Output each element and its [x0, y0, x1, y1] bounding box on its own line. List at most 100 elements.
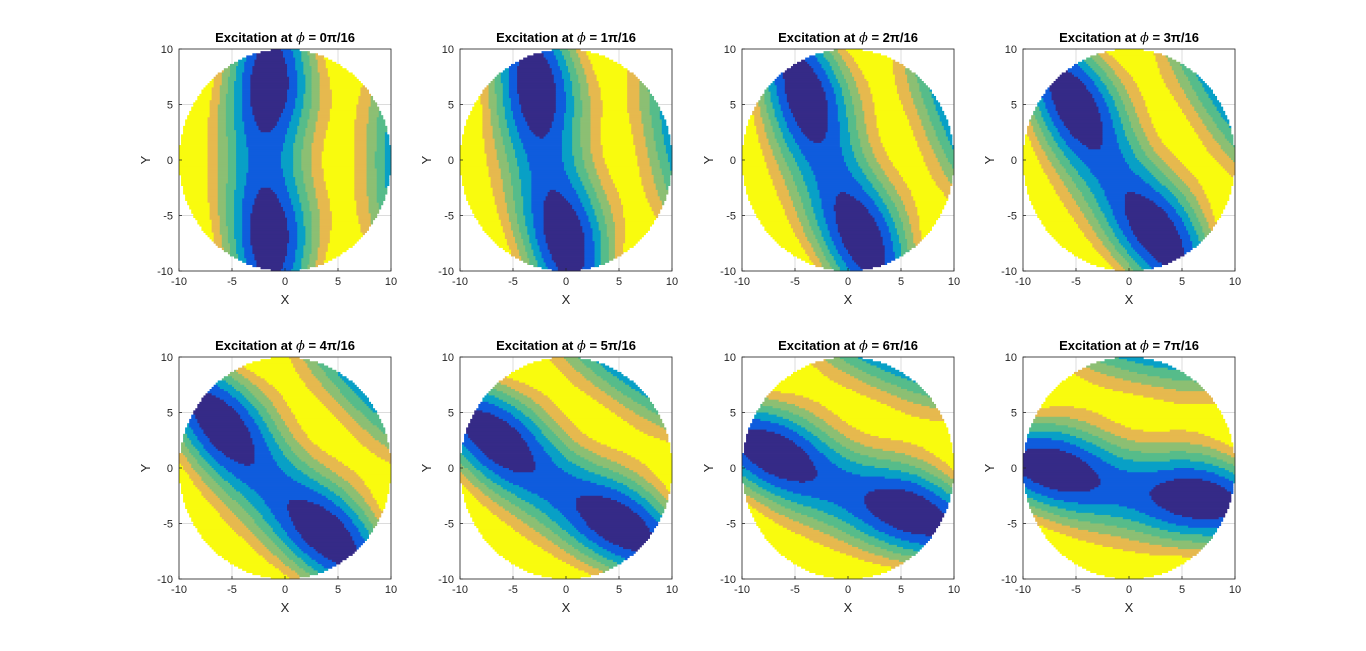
heatmap-cell — [252, 110, 284, 114]
heatmap-cell — [845, 106, 855, 110]
heatmap-cell — [242, 226, 251, 229]
heatmap-cell — [252, 108, 284, 112]
heatmap-cell — [778, 123, 788, 127]
heatmap-cell — [850, 70, 863, 73]
heatmap-cell — [488, 95, 498, 99]
heatmap-cell — [250, 85, 290, 88]
heatmap-cell — [179, 162, 208, 165]
heatmap-cell — [250, 78, 290, 82]
heatmap-cell — [778, 95, 788, 99]
heatmap-cell — [594, 260, 602, 263]
heatmap-cell — [799, 147, 843, 150]
heatmap-cell — [384, 177, 390, 180]
heatmap-cell — [649, 106, 661, 110]
heatmap-cell — [1098, 181, 1146, 184]
heatmap-cell — [823, 89, 835, 93]
heatmap-cell — [219, 93, 227, 97]
heatmap-cell — [368, 202, 380, 206]
heatmap-cell — [669, 166, 673, 169]
heatmap-cell — [1045, 123, 1054, 127]
heatmap-cell — [1035, 108, 1040, 112]
heatmap-cell — [234, 95, 243, 99]
heatmap-cell — [764, 127, 773, 131]
heatmap-cell — [219, 91, 229, 95]
heatmap-cell — [517, 219, 526, 223]
heatmap-cell — [907, 211, 918, 214]
heatmap-cell — [764, 93, 771, 97]
heatmap-cell — [287, 189, 298, 193]
heatmap-cell — [248, 168, 284, 172]
heatmap-cell — [242, 236, 251, 240]
heatmap-cell — [1102, 123, 1114, 127]
heatmap-cell — [913, 102, 924, 105]
heatmap-cell — [784, 211, 798, 214]
heatmap-cell — [1202, 85, 1209, 88]
heatmap-cell — [835, 74, 845, 78]
heatmap-cell — [327, 194, 355, 197]
heatmap-cell — [1151, 172, 1165, 176]
heatmap-cell — [913, 236, 922, 240]
heatmap-cell — [1043, 98, 1052, 101]
heatmap-cell — [1035, 115, 1042, 118]
heatmap-cell — [274, 125, 290, 129]
heatmap-cell — [519, 253, 528, 257]
heatmap-cell — [317, 206, 331, 210]
heatmap-cell — [1198, 78, 1203, 82]
heatmap-cell — [360, 89, 369, 93]
heatmap-cell — [566, 93, 573, 97]
heatmap-cell — [1094, 100, 1105, 103]
heatmap-cell — [578, 215, 589, 219]
heatmap-cell — [1061, 149, 1073, 152]
heatmap-cell — [1116, 108, 1126, 112]
heatmap-cell — [821, 204, 835, 208]
heatmap-cell — [187, 115, 210, 118]
heatmap-cell — [780, 106, 790, 110]
heatmap-cell — [764, 89, 769, 93]
heatmap-cell — [584, 262, 595, 265]
heatmap-cell — [592, 155, 604, 159]
heatmap-cell — [563, 81, 573, 84]
heatmap-cell — [354, 123, 367, 127]
heatmap-cell — [878, 206, 888, 210]
heatmap-cell — [919, 115, 930, 118]
heatmap-cell — [242, 81, 251, 84]
heatmap-cell — [582, 102, 591, 105]
heatmap-cell — [1175, 100, 1191, 103]
heatmap-cell — [619, 194, 646, 197]
heatmap-cell — [238, 256, 245, 259]
heatmap-cell — [1078, 187, 1091, 191]
heatmap-cell — [553, 74, 563, 78]
heatmap-cell — [756, 104, 759, 108]
heatmap-cell — [553, 76, 563, 80]
heatmap-cell — [207, 162, 219, 165]
heatmap-cell — [823, 138, 841, 142]
heatmap-cell — [860, 138, 869, 142]
heatmap-cell — [500, 130, 510, 133]
heatmap-cell — [596, 192, 606, 195]
heatmap-cell — [482, 125, 494, 129]
heatmap-cell — [525, 247, 532, 251]
heatmap-cell — [488, 91, 496, 95]
heatmap-cell — [917, 110, 928, 114]
heatmap-cell — [270, 268, 282, 272]
heatmap-cell — [287, 95, 298, 99]
heatmap-cell — [945, 174, 953, 178]
heatmap-cell — [598, 221, 606, 225]
heatmap-cell — [563, 119, 573, 122]
heatmap-cell — [242, 230, 251, 233]
heatmap-cell — [852, 74, 865, 78]
heatmap-cell — [272, 127, 288, 131]
heatmap-cell — [633, 136, 646, 140]
heatmap-cell — [870, 145, 884, 148]
heatmap-cell — [515, 119, 526, 122]
heatmap-cell — [305, 241, 312, 244]
heatmap-cell — [496, 211, 508, 214]
heatmap-cell — [561, 160, 575, 163]
heatmap-cell — [580, 136, 591, 140]
heatmap-cell — [614, 253, 622, 257]
heatmap-cell — [360, 224, 372, 227]
heatmap-cell — [513, 147, 524, 150]
heatmap-cell — [181, 142, 208, 146]
heatmap-cell — [580, 145, 591, 148]
heatmap-cell — [590, 95, 602, 99]
